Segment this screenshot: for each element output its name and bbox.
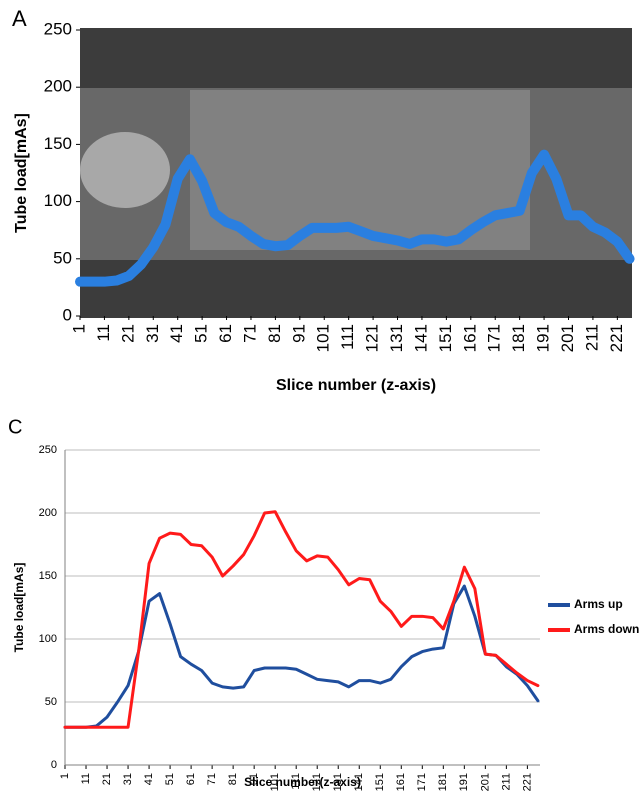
data-line: [65, 586, 538, 727]
x-tick-label: 21: [118, 324, 137, 343]
x-tick-label: 61: [216, 324, 235, 343]
x-tick-label: 81: [265, 324, 284, 343]
data-line: [65, 512, 538, 727]
x-tick-label: 221: [607, 324, 626, 352]
x-tick-label: 71: [206, 773, 218, 785]
y-tick-label: 150: [44, 134, 72, 153]
x-tick-label: 211: [582, 324, 601, 351]
x-tick-label: 91: [289, 324, 308, 343]
x-tick-label: 51: [192, 324, 211, 343]
panel-label: C: [8, 416, 22, 438]
y-tick-label: 250: [44, 19, 72, 38]
y-tick-label: 100: [44, 191, 72, 210]
x-tick-label: 121: [363, 324, 382, 352]
y-tick-label: 250: [39, 444, 57, 456]
x-tick-label: 211: [500, 773, 512, 791]
x-tick-label: 221: [521, 773, 533, 791]
x-tick-label: 101: [314, 324, 333, 352]
x-tick-label: 1: [69, 324, 88, 333]
x-tick-label: 161: [395, 773, 407, 791]
x-tick-label: 181: [509, 324, 528, 352]
x-tick-label: 31: [122, 773, 134, 785]
panel-label: A: [12, 6, 27, 31]
x-tick-label: 11: [80, 773, 92, 784]
legend-label: Arms up: [574, 597, 623, 611]
y-tick-label: 150: [39, 570, 57, 582]
y-tick-label: 200: [44, 77, 72, 96]
x-tick-label: 61: [185, 773, 197, 785]
x-tick-label: 41: [143, 773, 155, 785]
x-tick-label: 191: [534, 324, 553, 352]
y-tick-label: 50: [45, 696, 57, 708]
x-axis-title: Slice number (z-axis): [276, 377, 436, 394]
ct-head: [80, 132, 170, 208]
x-tick-label: 161: [460, 324, 479, 352]
figure: A050100150200250111213141516171819110111…: [0, 0, 642, 793]
legend-label: Arms down: [574, 622, 639, 636]
x-tick-label: 181: [437, 773, 449, 791]
x-tick-label: 151: [436, 324, 455, 352]
y-tick-label: 0: [51, 759, 57, 771]
x-tick-label: 171: [416, 773, 428, 791]
x-tick-label: 71: [240, 324, 259, 343]
x-tick-label: 201: [558, 324, 577, 352]
y-tick-label: 0: [63, 305, 72, 324]
x-tick-label: 51: [164, 773, 176, 785]
x-axis-title: Slice number(z-axis): [244, 775, 361, 789]
x-tick-label: 1: [59, 773, 71, 779]
x-tick-label: 21: [101, 773, 113, 785]
y-axis-title: Tube load[mAs]: [13, 113, 30, 233]
x-tick-label: 41: [167, 324, 186, 343]
x-tick-label: 81: [227, 773, 239, 785]
y-tick-label: 100: [39, 633, 57, 645]
y-tick-label: 50: [53, 248, 72, 267]
x-tick-label: 11: [94, 324, 113, 342]
x-tick-label: 141: [411, 324, 430, 352]
x-tick-label: 201: [479, 773, 491, 791]
x-tick-label: 111: [338, 324, 357, 350]
x-tick-label: 171: [485, 324, 504, 352]
x-tick-label: 31: [143, 324, 162, 343]
y-tick-label: 200: [39, 507, 57, 519]
x-tick-label: 191: [458, 773, 470, 791]
y-axis-title: Tube load[mAs]: [12, 563, 26, 653]
x-tick-label: 131: [387, 324, 406, 352]
x-tick-label: 151: [374, 773, 386, 791]
